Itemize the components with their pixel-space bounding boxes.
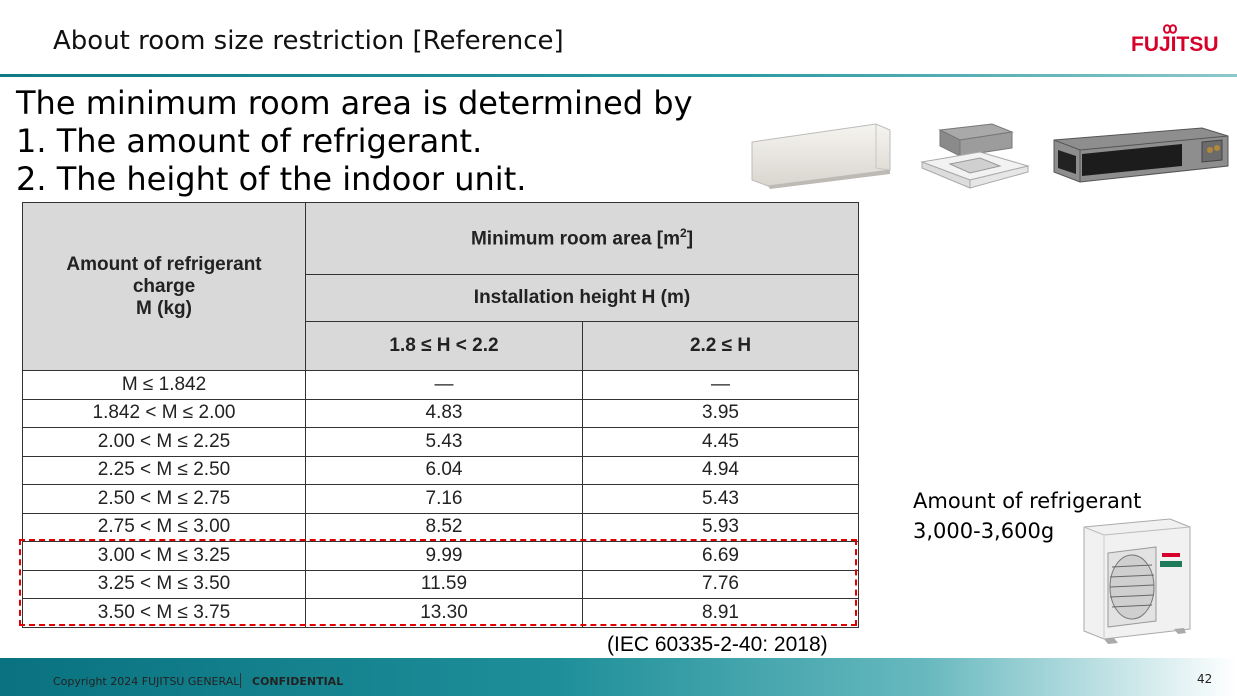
area-high-cell: 5.43 [582,484,859,514]
charge-cell: 3.25 < M ≤ 3.50 [22,569,306,599]
refrigerant-note: Amount of refrigerant 3,000-3,600g [913,486,1141,546]
table-row: 3.00 < M ≤ 3.25 9.99 6.69 [22,541,859,571]
table-row: 3.25 < M ≤ 3.50 11.59 7.76 [22,569,859,599]
area-low-cell: 6.04 [305,455,583,485]
header-line: M (kg) [136,297,192,319]
area-high-cell: 7.76 [582,569,859,599]
area-high-cell: 5.93 [582,512,859,542]
area-low-cell: 13.30 [305,598,583,628]
table-row: 3.50 < M ≤ 3.75 13.30 8.91 [22,598,859,628]
area-low-cell: 8.52 [305,512,583,542]
charge-cell: 2.00 < M ≤ 2.25 [22,427,306,457]
infinity-icon [1162,24,1178,34]
group-header-text: Minimum room area [m [470,228,681,250]
charge-cell: 2.75 < M ≤ 3.00 [22,512,306,542]
intro-line: The minimum room area is determined by [16,84,693,122]
group-header-end: ] [686,228,694,250]
unit-superscript: 2 [680,226,687,241]
fujitsu-logo: FUJITSU [1131,24,1219,64]
area-high-cell: 8.91 [582,598,859,628]
table-row: 1.842 < M ≤ 2.00 4.83 3.95 [22,398,859,428]
duct-unit-image [1053,127,1229,183]
area-low-cell: 9.99 [305,541,583,571]
area-low-cell: — [305,370,583,400]
intro-text: The minimum room area is determined by 1… [16,84,693,198]
charge-cell: 1.842 < M ≤ 2.00 [22,398,306,428]
height-col-high-header: 2.2 ≤ H [582,321,859,371]
minimum-room-area-table: Amount of refrigerant charge M (kg) Mini… [22,202,859,628]
area-low-cell: 4.83 [305,398,583,428]
table-row: 2.75 < M ≤ 3.00 8.52 5.93 [22,512,859,542]
area-low-cell: 7.16 [305,484,583,514]
intro-line: 1. The amount of refrigerant. [16,122,483,160]
confidential-label: CONFIDENTIAL [252,675,344,688]
footer-bar [0,658,1237,696]
outdoor-unit-image [1083,518,1191,644]
area-high-cell: 3.95 [582,398,859,428]
charge-cell: 3.50 < M ≤ 3.75 [22,598,306,628]
table-row: 2.00 < M ≤ 2.25 5.43 4.45 [22,427,859,457]
intro-line: 2. The height of the indoor unit. [16,160,527,198]
note-line: Amount of refrigerant [913,489,1142,513]
title-divider [0,74,1237,77]
slide-title: About room size restriction [Reference] [53,26,564,56]
cassette-unit-image [920,123,1030,189]
table-row: 2.25 < M ≤ 2.50 6.04 4.94 [22,455,859,485]
standard-citation: (IEC 60335-2-40: 2018) [607,633,828,656]
area-low-cell: 5.43 [305,427,583,457]
charge-cell: 2.50 < M ≤ 2.75 [22,484,306,514]
page-number: 42 [1197,672,1213,686]
installation-height-header: Installation height H (m) [305,274,859,322]
height-col-low-header: 1.8 ≤ H < 2.2 [305,321,583,371]
wall-mounted-unit-image [751,123,891,189]
copyright-text: Copyright 2024 FUJITSU GENERAL [53,675,240,688]
logo-text: FUJITSU [1131,33,1219,56]
charge-cell: M ≤ 1.842 [22,370,306,400]
note-line: 3,000-3,600g [913,519,1055,543]
header-line: charge [132,275,196,297]
area-low-cell: 11.59 [305,569,583,599]
charge-cell: 3.00 < M ≤ 3.25 [22,541,306,571]
table-row: 2.50 < M ≤ 2.75 7.16 5.43 [22,484,859,514]
area-high-cell: — [582,370,859,400]
footer-divider [240,673,241,688]
area-high-cell: 6.69 [582,541,859,571]
table-row: M ≤ 1.842 — — [22,370,859,400]
refrigerant-charge-header: Amount of refrigerant charge M (kg) [22,202,306,371]
minimum-room-area-header: Minimum room area [m2] [305,202,859,275]
header-line: Amount of refrigerant [66,253,262,275]
area-high-cell: 4.45 [582,427,859,457]
charge-cell: 2.25 < M ≤ 2.50 [22,455,306,485]
area-high-cell: 4.94 [582,455,859,485]
